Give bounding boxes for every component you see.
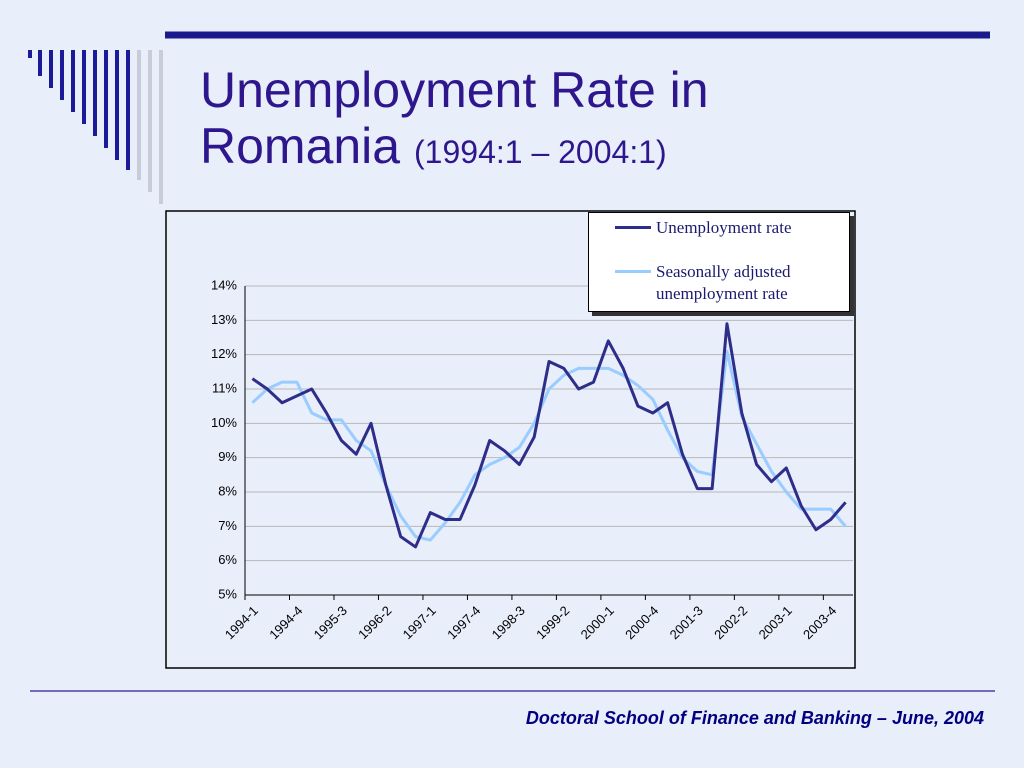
series-line [251, 349, 847, 542]
x-tick-label: 1997-4 [444, 603, 483, 642]
x-tick-label: 1995-3 [311, 603, 350, 642]
x-tick-label: 1997-1 [400, 603, 439, 642]
series-line [251, 322, 847, 549]
y-tick-label: 13% [211, 312, 237, 327]
x-tick-label: 2003-1 [756, 603, 795, 642]
y-tick-label: 9% [218, 449, 237, 464]
title-text: Unemployment Rate in Romania [200, 62, 709, 174]
x-tick-label: 1996-2 [355, 603, 394, 642]
decoration [28, 31, 995, 692]
y-tick-label: 14% [211, 277, 237, 292]
x-tick-label: 1999-2 [533, 603, 572, 642]
footer: Doctoral School of Finance and Banking –… [525, 708, 984, 728]
y-tick-label: 5% [218, 586, 237, 601]
x-tick-label: 2001-3 [667, 603, 706, 642]
x-tick-label: 1994-1 [222, 603, 261, 642]
y-tick-label: 11% [212, 380, 237, 395]
y-tick-label: 6% [218, 552, 237, 567]
x-tick-label: 1998-3 [489, 603, 528, 642]
slide-title: Unemployment Rate in Romania (1994:1 – 2… [200, 62, 800, 180]
x-tick-label: 2002-2 [711, 603, 750, 642]
legend-label: Unemployment rate [656, 218, 792, 237]
x-tick-label: 2000-4 [622, 603, 661, 642]
y-tick-label: 12% [211, 346, 237, 361]
legend-entry: Seasonally adjusted unemployment rate [615, 261, 836, 305]
legend-swatch [615, 226, 651, 229]
y-tick-label: 8% [218, 483, 237, 498]
x-tick-label: 1994-4 [266, 603, 305, 642]
legend: Unemployment rate Seasonally adjusted une… [588, 212, 850, 312]
legend-label: Seasonally adjusted unemployment rate [656, 262, 791, 303]
chart-frame [165, 210, 856, 669]
x-tick-label: 2000-1 [578, 603, 617, 642]
legend-entry: Unemployment rate [615, 217, 836, 239]
legend-swatch [615, 270, 651, 273]
title-period: (1994:1 – 2004:1) [414, 134, 667, 170]
x-tick-label: 2003-4 [800, 603, 839, 642]
y-tick-label: 7% [218, 518, 237, 533]
y-tick-label: 10% [211, 415, 237, 430]
